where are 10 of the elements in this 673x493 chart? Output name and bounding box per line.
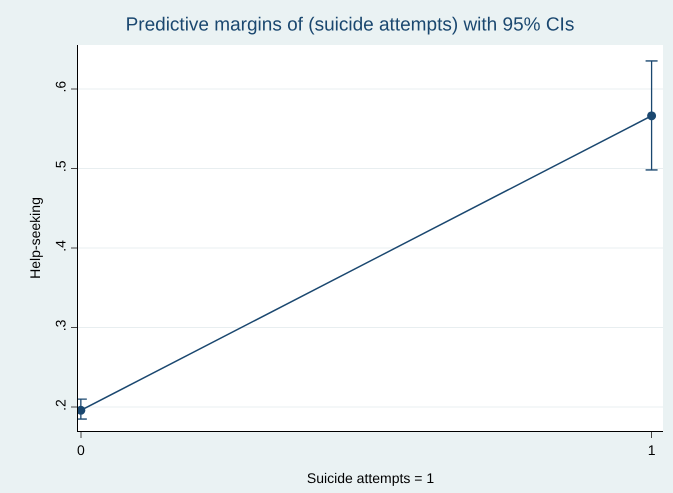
x-tick-label: 1	[648, 442, 656, 458]
chart-title: Predictive margins of (suicide attempts) with 95% CIs	[126, 14, 574, 36]
x-axis-title: Suicide attempts = 1	[306, 470, 434, 486]
y-tick-label: .3	[52, 319, 68, 332]
y-tick-label: .6	[52, 80, 68, 93]
y-tick-label: .2	[52, 398, 68, 411]
y-tick-label: .4	[52, 240, 68, 252]
y-axis-title: Help-seeking	[27, 197, 43, 279]
x-tick-label: 0	[76, 442, 85, 458]
y-tick-label: .5	[52, 160, 68, 172]
